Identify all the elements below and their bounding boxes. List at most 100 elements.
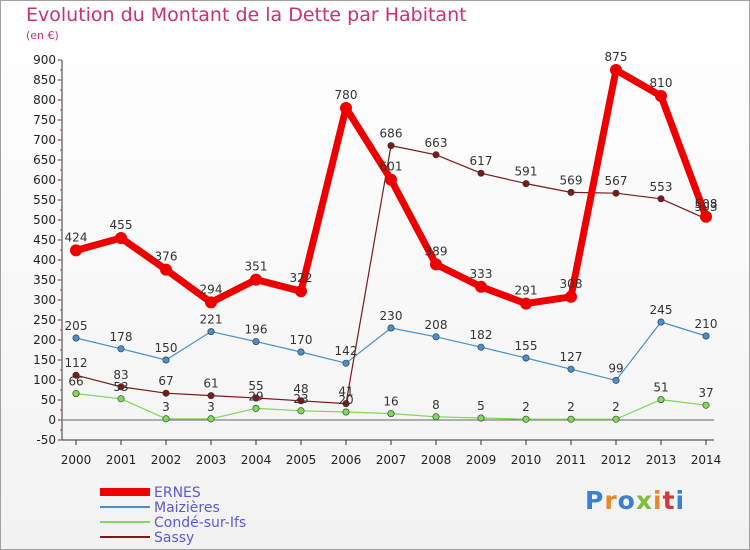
data-point (522, 180, 530, 188)
logo-letter: i (675, 486, 686, 515)
legend-label: Sassy (154, 530, 194, 546)
data-point (252, 404, 260, 412)
x-tick-label: 2011 (556, 453, 587, 467)
data-point (117, 395, 125, 403)
data-point (702, 401, 710, 409)
proxiti-logo: Proxiti (585, 486, 685, 515)
logo-letter: P (585, 486, 605, 515)
x-tick-label: 2013 (646, 453, 677, 467)
data-point (520, 297, 532, 310)
data-label: 3 (207, 400, 215, 414)
x-tick-label: 2010 (511, 453, 542, 467)
data-point (565, 290, 577, 303)
x-tick-label: 2002 (151, 453, 182, 467)
data-label: 333 (470, 267, 493, 281)
data-label: 16 (383, 395, 398, 409)
data-label: 37 (698, 386, 713, 400)
data-point (387, 324, 395, 332)
data-point (252, 394, 260, 402)
data-point (657, 195, 665, 203)
y-tick-label: 400 (33, 253, 56, 267)
y-tick-label: 700 (33, 133, 56, 147)
data-point (252, 338, 260, 346)
x-tick-label: 2006 (331, 453, 362, 467)
series-layer (70, 64, 712, 423)
data-point (702, 332, 710, 340)
data-point (430, 258, 442, 271)
data-point (342, 408, 350, 416)
y-tick-label: 850 (33, 73, 56, 87)
data-point (250, 273, 262, 286)
data-point (612, 189, 620, 197)
y-tick-label: 650 (33, 153, 56, 167)
data-point (567, 365, 575, 373)
data-label: 245 (650, 303, 673, 317)
y-tick-label: 300 (33, 293, 56, 307)
data-point (432, 333, 440, 341)
data-label: 205 (65, 319, 88, 333)
data-label: 376 (155, 250, 178, 264)
data-label: 150 (155, 341, 178, 355)
data-point (117, 383, 125, 391)
data-label: 51 (653, 381, 668, 395)
data-label: 8 (432, 398, 440, 412)
x-tick-label: 2005 (286, 453, 317, 467)
data-label: 875 (605, 50, 628, 64)
data-point (72, 334, 80, 342)
data-point (160, 263, 172, 276)
y-tick-label: 250 (33, 313, 56, 327)
data-point (115, 232, 127, 244)
data-point (477, 414, 485, 422)
data-label: 210 (695, 317, 718, 331)
data-label: 291 (515, 284, 538, 298)
y-tick-label: 900 (33, 53, 56, 67)
chart-axes: -50 0 50 100 150 200 250 300 350 400 450 500 550 600 6… (33, 53, 721, 467)
data-label: 567 (605, 174, 628, 188)
data-label: 48 (293, 382, 308, 396)
x-tick-label: 2008 (421, 453, 452, 467)
data-label: 99 (608, 361, 623, 375)
data-point (655, 90, 667, 102)
data-label: 127 (560, 350, 583, 364)
y-tick-label: 600 (33, 173, 56, 187)
data-label: 23 (293, 392, 308, 406)
data-label: 170 (290, 333, 313, 347)
data-label: 20 (338, 393, 353, 407)
data-label: 55 (248, 379, 263, 393)
data-label: 3 (162, 400, 170, 414)
data-label: 5 (477, 399, 485, 413)
data-label: 503 (695, 200, 718, 214)
data-point (297, 407, 305, 415)
x-tick-label: 2000 (61, 453, 92, 467)
data-label: 322 (290, 271, 313, 285)
data-label: 810 (650, 76, 673, 90)
x-tick-label: 2014 (691, 453, 722, 467)
chart-subtitle: (en €) (26, 29, 59, 42)
data-point (567, 188, 575, 196)
logo-letter: o (617, 486, 636, 515)
data-point (207, 415, 215, 423)
y-tick-label: -50 (36, 433, 56, 447)
y-tick-label: 0 (48, 413, 56, 427)
data-label: 53 (113, 380, 128, 394)
data-point (297, 397, 305, 405)
data-label: 553 (650, 180, 673, 194)
data-label: 66 (68, 375, 83, 389)
data-label: 591 (515, 165, 538, 179)
data-point (657, 396, 665, 404)
y-tick-label: 450 (33, 233, 56, 247)
y-tick-label: 550 (33, 193, 56, 207)
x-tick-label: 2003 (196, 453, 227, 467)
data-point (117, 345, 125, 353)
data-point (610, 64, 622, 76)
data-label: 67 (158, 374, 173, 388)
y-tick-label: 500 (33, 213, 56, 227)
data-label: 83 (113, 368, 128, 382)
data-point (477, 169, 485, 177)
legend-label: Maizières (154, 500, 220, 516)
data-point (612, 376, 620, 384)
data-label: 2 (612, 400, 620, 414)
